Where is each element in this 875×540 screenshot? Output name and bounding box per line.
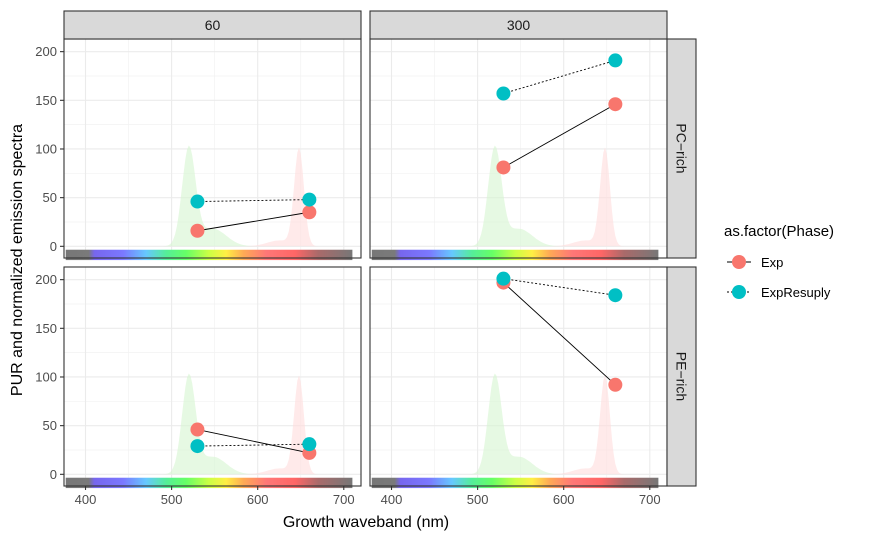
- x-tick-label: 400: [381, 492, 403, 507]
- y-tick-label: 0: [50, 467, 57, 482]
- strip-label: PE−rich: [674, 352, 690, 401]
- x-tick-label: 400: [75, 492, 97, 507]
- data-point-expresuply: [496, 271, 511, 286]
- legend-entry: Exp: [727, 255, 783, 270]
- y-tick-label: 50: [43, 418, 57, 433]
- data-point-expresuply: [190, 439, 205, 454]
- strip-background: [666, 38, 697, 259]
- data-point-exp: [608, 97, 623, 112]
- row-strip: PE−rich: [666, 266, 697, 487]
- legend: as.factor(Phase) Exp ExpResuply: [724, 223, 834, 300]
- panel: [63, 38, 362, 261]
- panels-layer: [63, 38, 668, 489]
- y-tick-label: 200: [35, 272, 57, 287]
- y-tick-label: 100: [35, 369, 57, 384]
- spectrum-bar: [65, 249, 353, 261]
- data-point-exp: [190, 422, 205, 437]
- series-line-exp: [197, 211, 310, 232]
- column-strip: 300: [369, 10, 668, 40]
- series-line-expresuply: [197, 443, 310, 447]
- panel: [369, 266, 668, 489]
- legend-entry: ExpResuply: [727, 285, 831, 300]
- legend-title: as.factor(Phase): [724, 223, 834, 240]
- data-point-expresuply: [190, 194, 205, 209]
- x-tick-label: 500: [161, 492, 183, 507]
- series-line-exp: [503, 103, 616, 168]
- spectrum-bar: [65, 477, 353, 489]
- y-axis-title: PUR and normalized emission spectra: [9, 124, 26, 396]
- data-point-exp: [608, 377, 623, 392]
- strip-label: 60: [205, 17, 221, 33]
- y-tick-label: 0: [50, 239, 57, 254]
- y-tick-label: 150: [35, 321, 57, 336]
- row-strip: PC−rich: [666, 38, 697, 259]
- legend-label: ExpResuply: [761, 285, 831, 300]
- data-point-exp: [496, 160, 511, 175]
- panel: [63, 266, 362, 489]
- x-tick-label: 700: [639, 492, 661, 507]
- panel: [369, 38, 668, 261]
- data-point-exp: [302, 205, 317, 220]
- data-point-expresuply: [302, 192, 317, 207]
- axes-layer: 60 300 PC−rich PE−rich 0 50 100 150 200 0 50 100 150…: [35, 10, 697, 507]
- strip-label: PC−rich: [674, 123, 690, 173]
- x-tick-label: 500: [467, 492, 489, 507]
- spectrum-bar: [371, 249, 659, 261]
- x-tick-label: 600: [247, 492, 269, 507]
- series-line-expresuply: [197, 199, 310, 202]
- series-line-expresuply: [503, 59, 616, 94]
- y-tick-label: 100: [35, 141, 57, 156]
- column-strip: 60: [63, 10, 362, 40]
- data-point-expresuply: [608, 53, 623, 68]
- strip-label: 300: [507, 17, 531, 33]
- y-tick-label: 50: [43, 190, 57, 205]
- strip-background: [63, 10, 362, 40]
- x-tick-label: 700: [333, 492, 355, 507]
- legend-key-point: [732, 255, 746, 269]
- x-tick-label: 600: [553, 492, 575, 507]
- strip-background: [369, 10, 668, 40]
- data-point-expresuply: [608, 288, 623, 303]
- series-line-expresuply: [503, 278, 616, 296]
- legend-label: Exp: [761, 255, 783, 270]
- data-point-expresuply: [302, 437, 317, 452]
- data-point-exp: [190, 223, 205, 238]
- data-point-expresuply: [496, 86, 511, 101]
- x-axis-title: Growth waveband (nm): [283, 514, 449, 531]
- spectrum-bar: [371, 477, 659, 489]
- legend-entries: Exp ExpResuply: [727, 255, 831, 300]
- y-tick-label: 150: [35, 93, 57, 108]
- y-tick-label: 200: [35, 44, 57, 59]
- series-line-exp: [197, 429, 310, 454]
- strip-background: [666, 266, 697, 487]
- legend-key-point: [732, 285, 746, 299]
- series-line-exp: [503, 282, 616, 386]
